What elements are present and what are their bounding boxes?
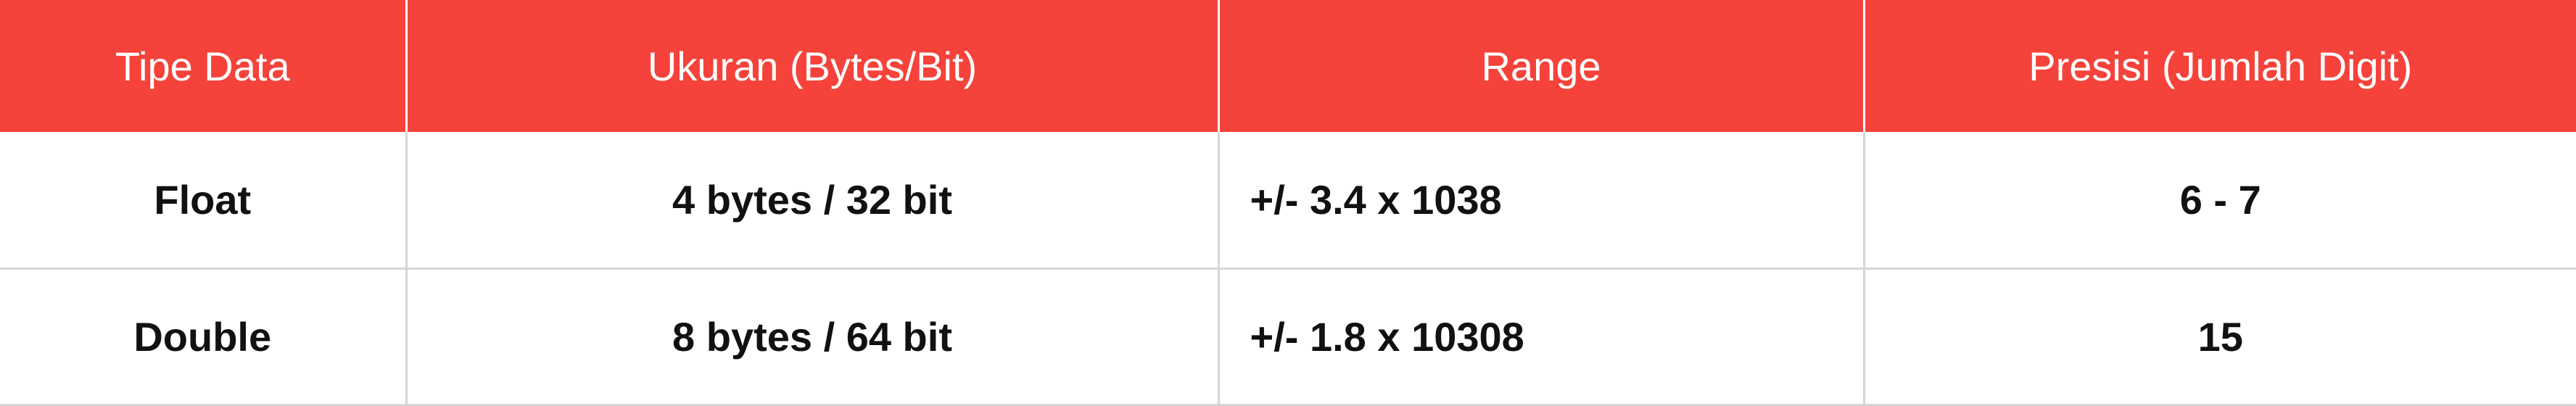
cell-ukuran: 4 bytes / 32 bit bbox=[406, 132, 1220, 270]
header-ukuran: Ukuran (Bytes/Bit) bbox=[406, 0, 1220, 132]
table-row: Float 4 bytes / 32 bit +/- 3.4 x 1038 6 … bbox=[0, 132, 2576, 270]
table-body: Float 4 bytes / 32 bit +/- 3.4 x 1038 6 … bbox=[0, 132, 2576, 406]
cell-presisi: 15 bbox=[1864, 268, 2576, 406]
cell-ukuran: 8 bytes / 64 bit bbox=[406, 268, 1220, 406]
table-row: Double 8 bytes / 64 bit +/- 1.8 x 10308 … bbox=[0, 268, 2576, 406]
header-tipe-data: Tipe Data bbox=[0, 0, 408, 132]
cell-presisi: 6 - 7 bbox=[1864, 132, 2576, 270]
table-header: Tipe Data Ukuran (Bytes/Bit) Range Presi… bbox=[0, 0, 2576, 132]
cell-tipe-data: Double bbox=[0, 268, 408, 406]
header-presisi: Presisi (Jumlah Digit) bbox=[1864, 0, 2576, 132]
header-row: Tipe Data Ukuran (Bytes/Bit) Range Presi… bbox=[0, 0, 2576, 132]
cell-range: +/- 3.4 x 1038 bbox=[1218, 132, 1865, 270]
header-range: Range bbox=[1218, 0, 1865, 132]
cell-tipe-data: Float bbox=[0, 132, 408, 270]
cell-range: +/- 1.8 x 10308 bbox=[1218, 268, 1865, 406]
